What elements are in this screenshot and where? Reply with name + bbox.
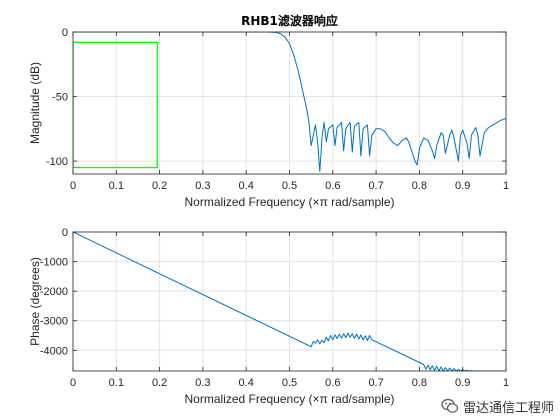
x-tick-label: 0.9 [455, 377, 470, 389]
x-tick-label: 0.1 [109, 377, 124, 389]
x-tick-label: 0.8 [412, 377, 427, 389]
watermark: 雷达通信工程师 [441, 396, 554, 416]
x-tick-label: 0.3 [195, 377, 210, 389]
x-tick-label: 0.9 [455, 180, 470, 192]
x-tick-label: 0.5 [282, 180, 297, 192]
watermark-text: 雷达通信工程师 [462, 400, 554, 416]
y-axis-label: Phase (degrees) [28, 257, 42, 346]
mask-rect [73, 41, 159, 169]
wechat-icon [441, 398, 459, 413]
magnitude-plot: 0 0.1 0.2 0.3 0.4 0.5 0.6 0.7 0.8 0.9 1 0 -50 -100 RHB… [28, 13, 509, 209]
y-tick-label: -2000 [40, 286, 68, 298]
x-tick-label: 0.6 [325, 180, 340, 192]
y-tick-label: -3000 [40, 316, 68, 328]
x-tick-label: 0.6 [325, 377, 340, 389]
x-tick-label: 0.8 [412, 180, 427, 192]
x-tick-label: 0 [70, 377, 76, 389]
x-tick-label: 0.5 [282, 377, 297, 389]
series-line [73, 232, 506, 371]
x-tick-label: 1 [503, 180, 509, 192]
y-tick-label: -1000 [40, 257, 68, 269]
x-axis-label: Normalized Frequency (×π rad/sample) [184, 195, 394, 209]
series-group [73, 32, 506, 172]
x-tick-label: 0.2 [152, 377, 167, 389]
series-group [73, 232, 506, 371]
x-tick-label: 0.7 [368, 377, 383, 389]
x-tick-label: 1 [503, 377, 509, 389]
x-tick-label: 0.4 [239, 180, 254, 192]
x-axis-label: Normalized Frequency (×π rad/sample) [184, 392, 394, 406]
chart-title: RHB1滤波器响应 [241, 13, 338, 28]
x-tick-label: 0 [70, 180, 76, 192]
x-tick-label: 0.3 [195, 180, 210, 192]
y-tick-label: -50 [52, 92, 68, 104]
y-tick-label: 0 [62, 227, 68, 239]
ticks: 0 0.1 0.2 0.3 0.4 0.5 0.6 0.7 0.8 0.9 1 0 -1000 -2000… [40, 227, 509, 389]
y-tick-label: -4000 [40, 345, 68, 357]
y-tick-label: -100 [46, 156, 68, 168]
x-tick-label: 0.2 [152, 180, 167, 192]
x-tick-label: 0.7 [368, 180, 383, 192]
ticks: 0 0.1 0.2 0.3 0.4 0.5 0.6 0.7 0.8 0.9 1 0 -50 -100 [46, 27, 509, 192]
x-tick-label: 0.4 [239, 377, 254, 389]
phase-plot: 0 0.1 0.2 0.3 0.4 0.5 0.6 0.7 0.8 0.9 1 0 -1000 -2000… [28, 227, 509, 406]
x-tick-label: 0.1 [109, 180, 124, 192]
y-axis-label: Magnitude (dB) [28, 62, 42, 144]
y-tick-label: 0 [62, 27, 68, 39]
series-line [73, 32, 506, 172]
